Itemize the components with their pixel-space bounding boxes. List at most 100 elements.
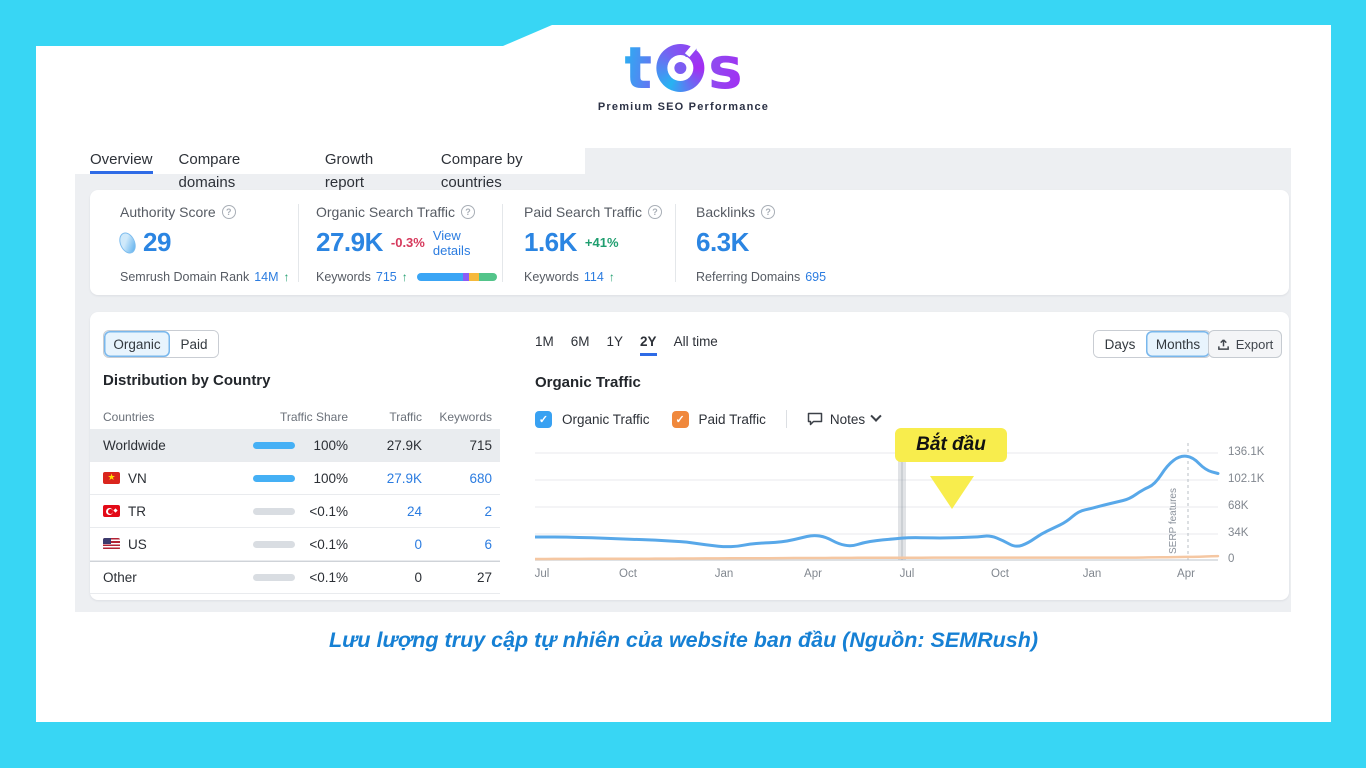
info-icon[interactable]: ? (221, 205, 236, 219)
tab-compare-by-countries[interactable]: Compare by countries (440, 151, 523, 191)
metric-sub-value[interactable]: 14M (254, 270, 279, 284)
traffic-value[interactable]: 0 (414, 536, 422, 552)
days-months-toggle: Days Months (1093, 330, 1211, 358)
table-row-us[interactable]: US <0.1% 0 6 (90, 528, 500, 561)
metric-title: Paid Search Traffic (524, 204, 643, 220)
keywords-value[interactable]: 2 (484, 503, 492, 519)
y-tick: 34K (1228, 527, 1249, 539)
divider (785, 410, 787, 428)
divider (502, 204, 503, 282)
metric-title: Backlinks (696, 204, 756, 220)
metric-sub-label: Referring Domains (696, 270, 801, 284)
metric-organic-traffic: Organic Search Traffic ? 27.9K -0.3% Vie… (316, 204, 497, 284)
brand-logo: t s Premium SEO Performance (598, 37, 769, 113)
view-details-link[interactable]: View details (432, 227, 471, 258)
traffic-share-value: <0.1% (309, 536, 348, 552)
notes-control[interactable]: Notes (807, 410, 882, 427)
toggle-months[interactable]: Months (1146, 331, 1210, 357)
traffic-share-bar (253, 507, 295, 515)
metric-sub-value[interactable]: 695 (805, 270, 827, 284)
keywords-value[interactable]: 6 (484, 536, 492, 552)
metric-value: 6.3K (696, 227, 749, 257)
x-tick: Oct (619, 568, 637, 580)
metric-value: 1.6K (524, 227, 577, 257)
logo-letter-t: t (624, 34, 653, 102)
traffic-value[interactable]: 27.9K (386, 470, 422, 486)
info-icon[interactable]: ? (648, 205, 663, 219)
info-icon[interactable]: ? (461, 205, 476, 219)
keywords-distribution-bar (416, 273, 497, 281)
traffic-value: 27.9K (386, 437, 422, 453)
notes-bubble-icon (807, 412, 823, 426)
brand-tagline: Premium SEO Performance (597, 101, 770, 113)
country-name: TR (128, 503, 146, 519)
traffic-value: 0 (414, 570, 422, 585)
export-label: Export (1235, 336, 1274, 352)
range-6m[interactable]: 6M (570, 334, 590, 349)
toggle-days[interactable]: Days (1094, 331, 1146, 357)
paid-traffic-checkbox[interactable]: ✓ (671, 410, 689, 428)
keywords-value[interactable]: 680 (469, 470, 492, 486)
range-all-time[interactable]: All time (673, 334, 718, 349)
keywords-value: 27 (476, 570, 492, 585)
metric-title: Organic Search Traffic (316, 204, 456, 220)
table-row-other[interactable]: Other <0.1% 0 27 (90, 561, 500, 594)
traffic-share-value: <0.1% (309, 570, 348, 585)
col-traffic: Traffic (389, 410, 422, 424)
metric-delta: +41% (584, 235, 619, 250)
toggle-paid[interactable]: Paid (170, 331, 218, 357)
logo-letter-s: s (708, 34, 743, 102)
annotation-arrow-icon (930, 476, 974, 509)
export-button[interactable]: Export (1208, 330, 1282, 358)
metric-sub-value[interactable]: 114 (583, 270, 604, 284)
organic-traffic-checkbox[interactable]: ✓ (535, 410, 552, 428)
traffic-value[interactable]: 24 (406, 503, 422, 519)
traffic-panel: Organic Paid Distribution by Country Cou… (90, 312, 1289, 600)
x-tick: Jan (714, 568, 734, 580)
section-title-organic-traffic: Organic Traffic (535, 374, 641, 391)
info-icon[interactable]: ? (761, 205, 776, 219)
logo-gauge-o-icon (656, 40, 705, 92)
semrush-dashboard: Overview Compare domains Growth report C… (75, 148, 1291, 612)
vn-flag-icon (103, 472, 120, 484)
traffic-chart[interactable] (533, 435, 1225, 580)
range-2y[interactable]: 2Y (640, 334, 657, 356)
metric-paid-traffic: Paid Search Traffic ? 1.6K +41% Keywords… (524, 204, 669, 284)
legend-label-organic: Organic Traffic (562, 411, 650, 427)
x-tick: Apr (804, 568, 822, 580)
tab-compare-domains[interactable]: Compare domains (178, 151, 241, 191)
authority-gauge-icon (116, 229, 139, 256)
y-tick: 102.1K (1228, 473, 1265, 485)
metric-authority-score: Authority Score ? 29 Semrush Domain Rank… (116, 204, 290, 284)
toggle-organic[interactable]: Organic (104, 331, 170, 357)
metrics-panel: Authority Score ? 29 Semrush Domain Rank… (90, 190, 1289, 295)
x-tick: Apr (1177, 568, 1195, 580)
metric-sub-value[interactable]: 715 (375, 270, 397, 284)
legend-label-paid: Paid Traffic (698, 411, 766, 427)
col-traffic-share: Traffic Share (279, 410, 348, 424)
x-tick: Jan (1082, 568, 1102, 580)
table-row-vn[interactable]: VN 100% 27.9K 680 (90, 462, 500, 495)
notes-label: Notes (829, 411, 866, 427)
tab-growth-report[interactable]: Growth report (324, 151, 374, 191)
metric-value: 27.9K (316, 227, 383, 257)
traffic-share-bar (253, 574, 295, 581)
slide-card: t s Premium SEO Performance Overview Com… (36, 25, 1331, 722)
paid-traffic-line (533, 554, 1220, 561)
tab-overview[interactable]: Overview (90, 148, 153, 174)
traffic-share-value: 100% (313, 470, 348, 486)
table-row-worldwide[interactable]: Worldwide 100% 27.9K 715 (90, 429, 500, 462)
tr-flag-icon (103, 505, 120, 517)
tab-bar: Overview Compare domains Growth report C… (75, 148, 585, 191)
organic-paid-toggle: Organic Paid (103, 330, 219, 358)
range-1m[interactable]: 1M (535, 334, 554, 349)
traffic-share-bar (253, 474, 295, 482)
country-name: US (128, 536, 147, 552)
keywords-value: 715 (469, 437, 492, 453)
traffic-share-bar (253, 540, 295, 548)
traffic-share-value: 100% (313, 437, 348, 453)
range-1y[interactable]: 1Y (606, 334, 624, 349)
slide-caption: Lưu lượng truy cập tự nhiên của website … (328, 628, 1039, 652)
logo-tos: t s (598, 37, 769, 99)
table-row-tr[interactable]: TR <0.1% 24 2 (90, 495, 500, 528)
